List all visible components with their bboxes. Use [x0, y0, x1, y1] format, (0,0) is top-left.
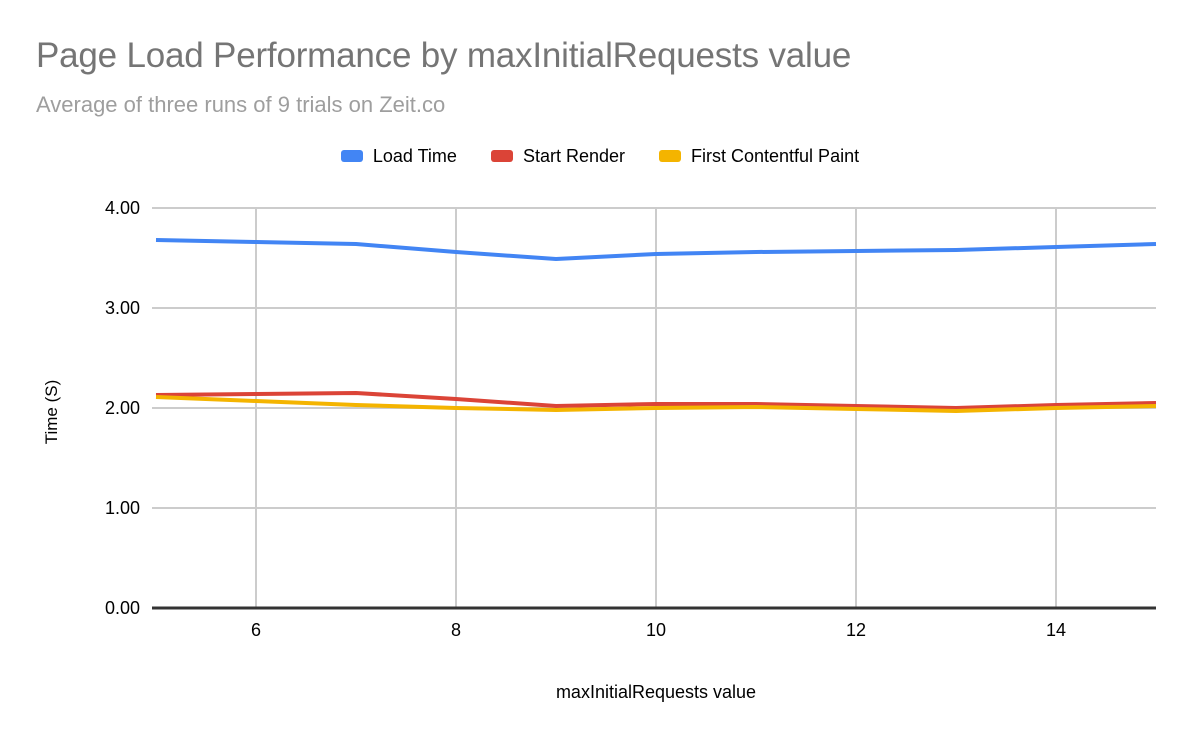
chart-subtitle: Average of three runs of 9 trials on Zei…: [36, 92, 446, 117]
legend-label: Start Render: [522, 145, 626, 166]
legend-label: First Contentful Paint: [691, 145, 860, 166]
x-tick-label: 6: [251, 620, 261, 640]
legend: Load Time Start Render First Contentful Pa…: [0, 143, 1200, 169]
legend-swatch-icon: [340, 150, 363, 162]
x-tick-label: 8: [451, 620, 461, 640]
y-tick-label: 4.00: [105, 198, 140, 218]
y-tick-label: 3.00: [105, 298, 140, 318]
series-line-start-render: [155, 391, 1157, 410]
chart-title: Page Load Performance by maxInitialReque…: [36, 36, 852, 75]
legend-label: Load Time: [372, 145, 457, 166]
y-axis-title: Time (S): [42, 380, 61, 445]
x-tick-label: 14: [1046, 620, 1066, 640]
y-tick-label: 1.00: [105, 498, 140, 518]
legend-swatch-icon: [659, 150, 682, 162]
series-line-first-contentful-paint: [155, 395, 1157, 413]
legend-swatch-icon: [490, 150, 513, 162]
y-tick-label: 0.00: [105, 598, 140, 618]
series-line-load-time: [155, 238, 1157, 261]
x-axis-title: maxInitialRequests value: [556, 682, 756, 702]
x-tick-label: 12: [846, 620, 866, 640]
legend-item-start-render: Start Render: [490, 145, 626, 167]
legend-item-load-time: Load Time: [340, 145, 457, 167]
legend-item-first-contentful-paint: First Contentful Paint: [659, 146, 859, 167]
y-tick-label: 2.00: [105, 398, 140, 418]
x-tick-label: 10: [646, 620, 666, 640]
